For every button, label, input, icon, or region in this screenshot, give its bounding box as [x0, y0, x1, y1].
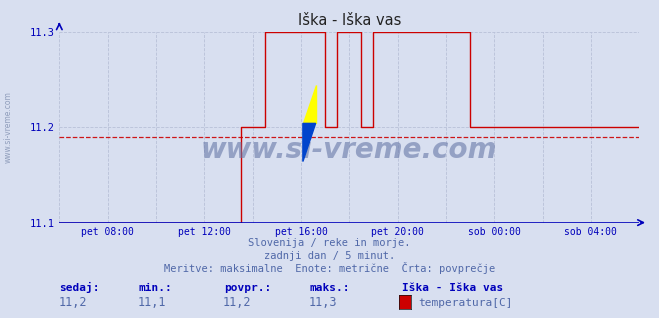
Text: 11,1: 11,1	[137, 296, 166, 309]
Text: Meritve: maksimalne  Enote: metrične  Črta: povprečje: Meritve: maksimalne Enote: metrične Črta…	[164, 262, 495, 274]
Text: 11,2: 11,2	[58, 296, 87, 309]
Text: min.:: min.:	[138, 283, 172, 293]
Title: Iška - Iška vas: Iška - Iška vas	[298, 13, 401, 28]
Polygon shape	[303, 123, 316, 162]
Text: povpr.:: povpr.:	[224, 283, 272, 293]
Text: 11,2: 11,2	[223, 296, 252, 309]
Text: www.si-vreme.com: www.si-vreme.com	[201, 136, 498, 164]
Text: Slovenija / reke in morje.: Slovenija / reke in morje.	[248, 238, 411, 248]
Text: zadnji dan / 5 minut.: zadnji dan / 5 minut.	[264, 251, 395, 261]
Text: maks.:: maks.:	[310, 283, 350, 293]
Polygon shape	[303, 85, 316, 123]
Text: www.si-vreme.com: www.si-vreme.com	[4, 91, 13, 163]
Text: sedaj:: sedaj:	[59, 282, 100, 293]
Text: temperatura[C]: temperatura[C]	[418, 298, 513, 308]
Text: Iška - Iška vas: Iška - Iška vas	[402, 283, 503, 293]
Text: 11,3: 11,3	[308, 296, 337, 309]
